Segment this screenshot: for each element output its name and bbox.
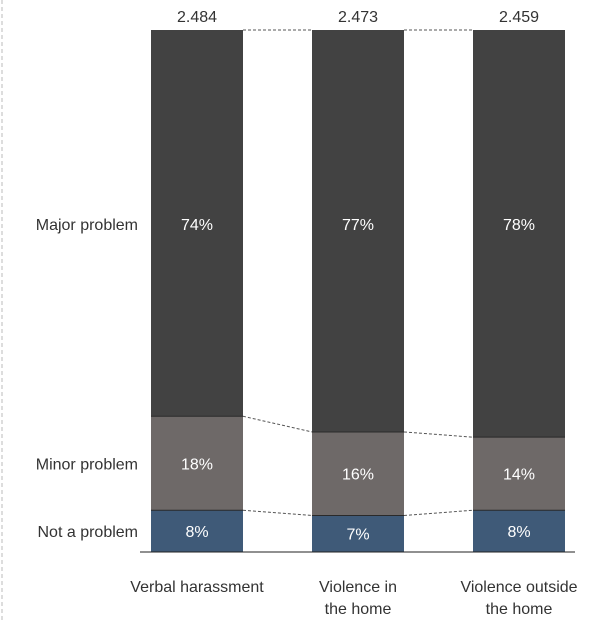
total-label: 2.484 (177, 9, 217, 26)
bar-segment-not-a-problem (151, 510, 243, 552)
legend-label-not-a-problem: Not a problem (38, 524, 139, 541)
category-label: Violence outside (460, 579, 577, 596)
total-label: 2.473 (338, 9, 378, 26)
bar-segment-not-a-problem (312, 515, 404, 552)
total-label: 2.459 (499, 9, 539, 26)
data-label: 8% (185, 524, 208, 541)
data-label: 77% (342, 217, 374, 234)
connector-line (242, 415, 313, 433)
category-label: Violence in (319, 579, 397, 596)
connector-line (242, 509, 313, 516)
bar-segment-minor-problem (151, 416, 243, 511)
data-label: 8% (507, 524, 530, 541)
data-label: 74% (181, 217, 213, 234)
data-label: 18% (181, 456, 213, 473)
data-label: 16% (342, 467, 374, 484)
bar-segment-not-a-problem (473, 510, 565, 552)
bar-segment-major-problem (473, 30, 565, 438)
bar-segment-major-problem (312, 30, 404, 432)
bar-segment-minor-problem (473, 437, 565, 511)
data-label: 14% (503, 467, 535, 484)
data-label: 78% (503, 217, 535, 234)
category-label: Verbal harassment (130, 579, 264, 596)
bar-segment-major-problem (151, 30, 243, 417)
data-label: 7% (346, 527, 369, 544)
category-label: the home (486, 601, 553, 618)
connector-line (403, 431, 474, 438)
connector-line (403, 509, 474, 516)
bar-segment-minor-problem (312, 431, 404, 516)
legend-label-major-problem: Major problem (36, 217, 138, 234)
legend-label-minor-problem: Minor problem (36, 456, 138, 473)
category-label: the home (325, 601, 392, 618)
